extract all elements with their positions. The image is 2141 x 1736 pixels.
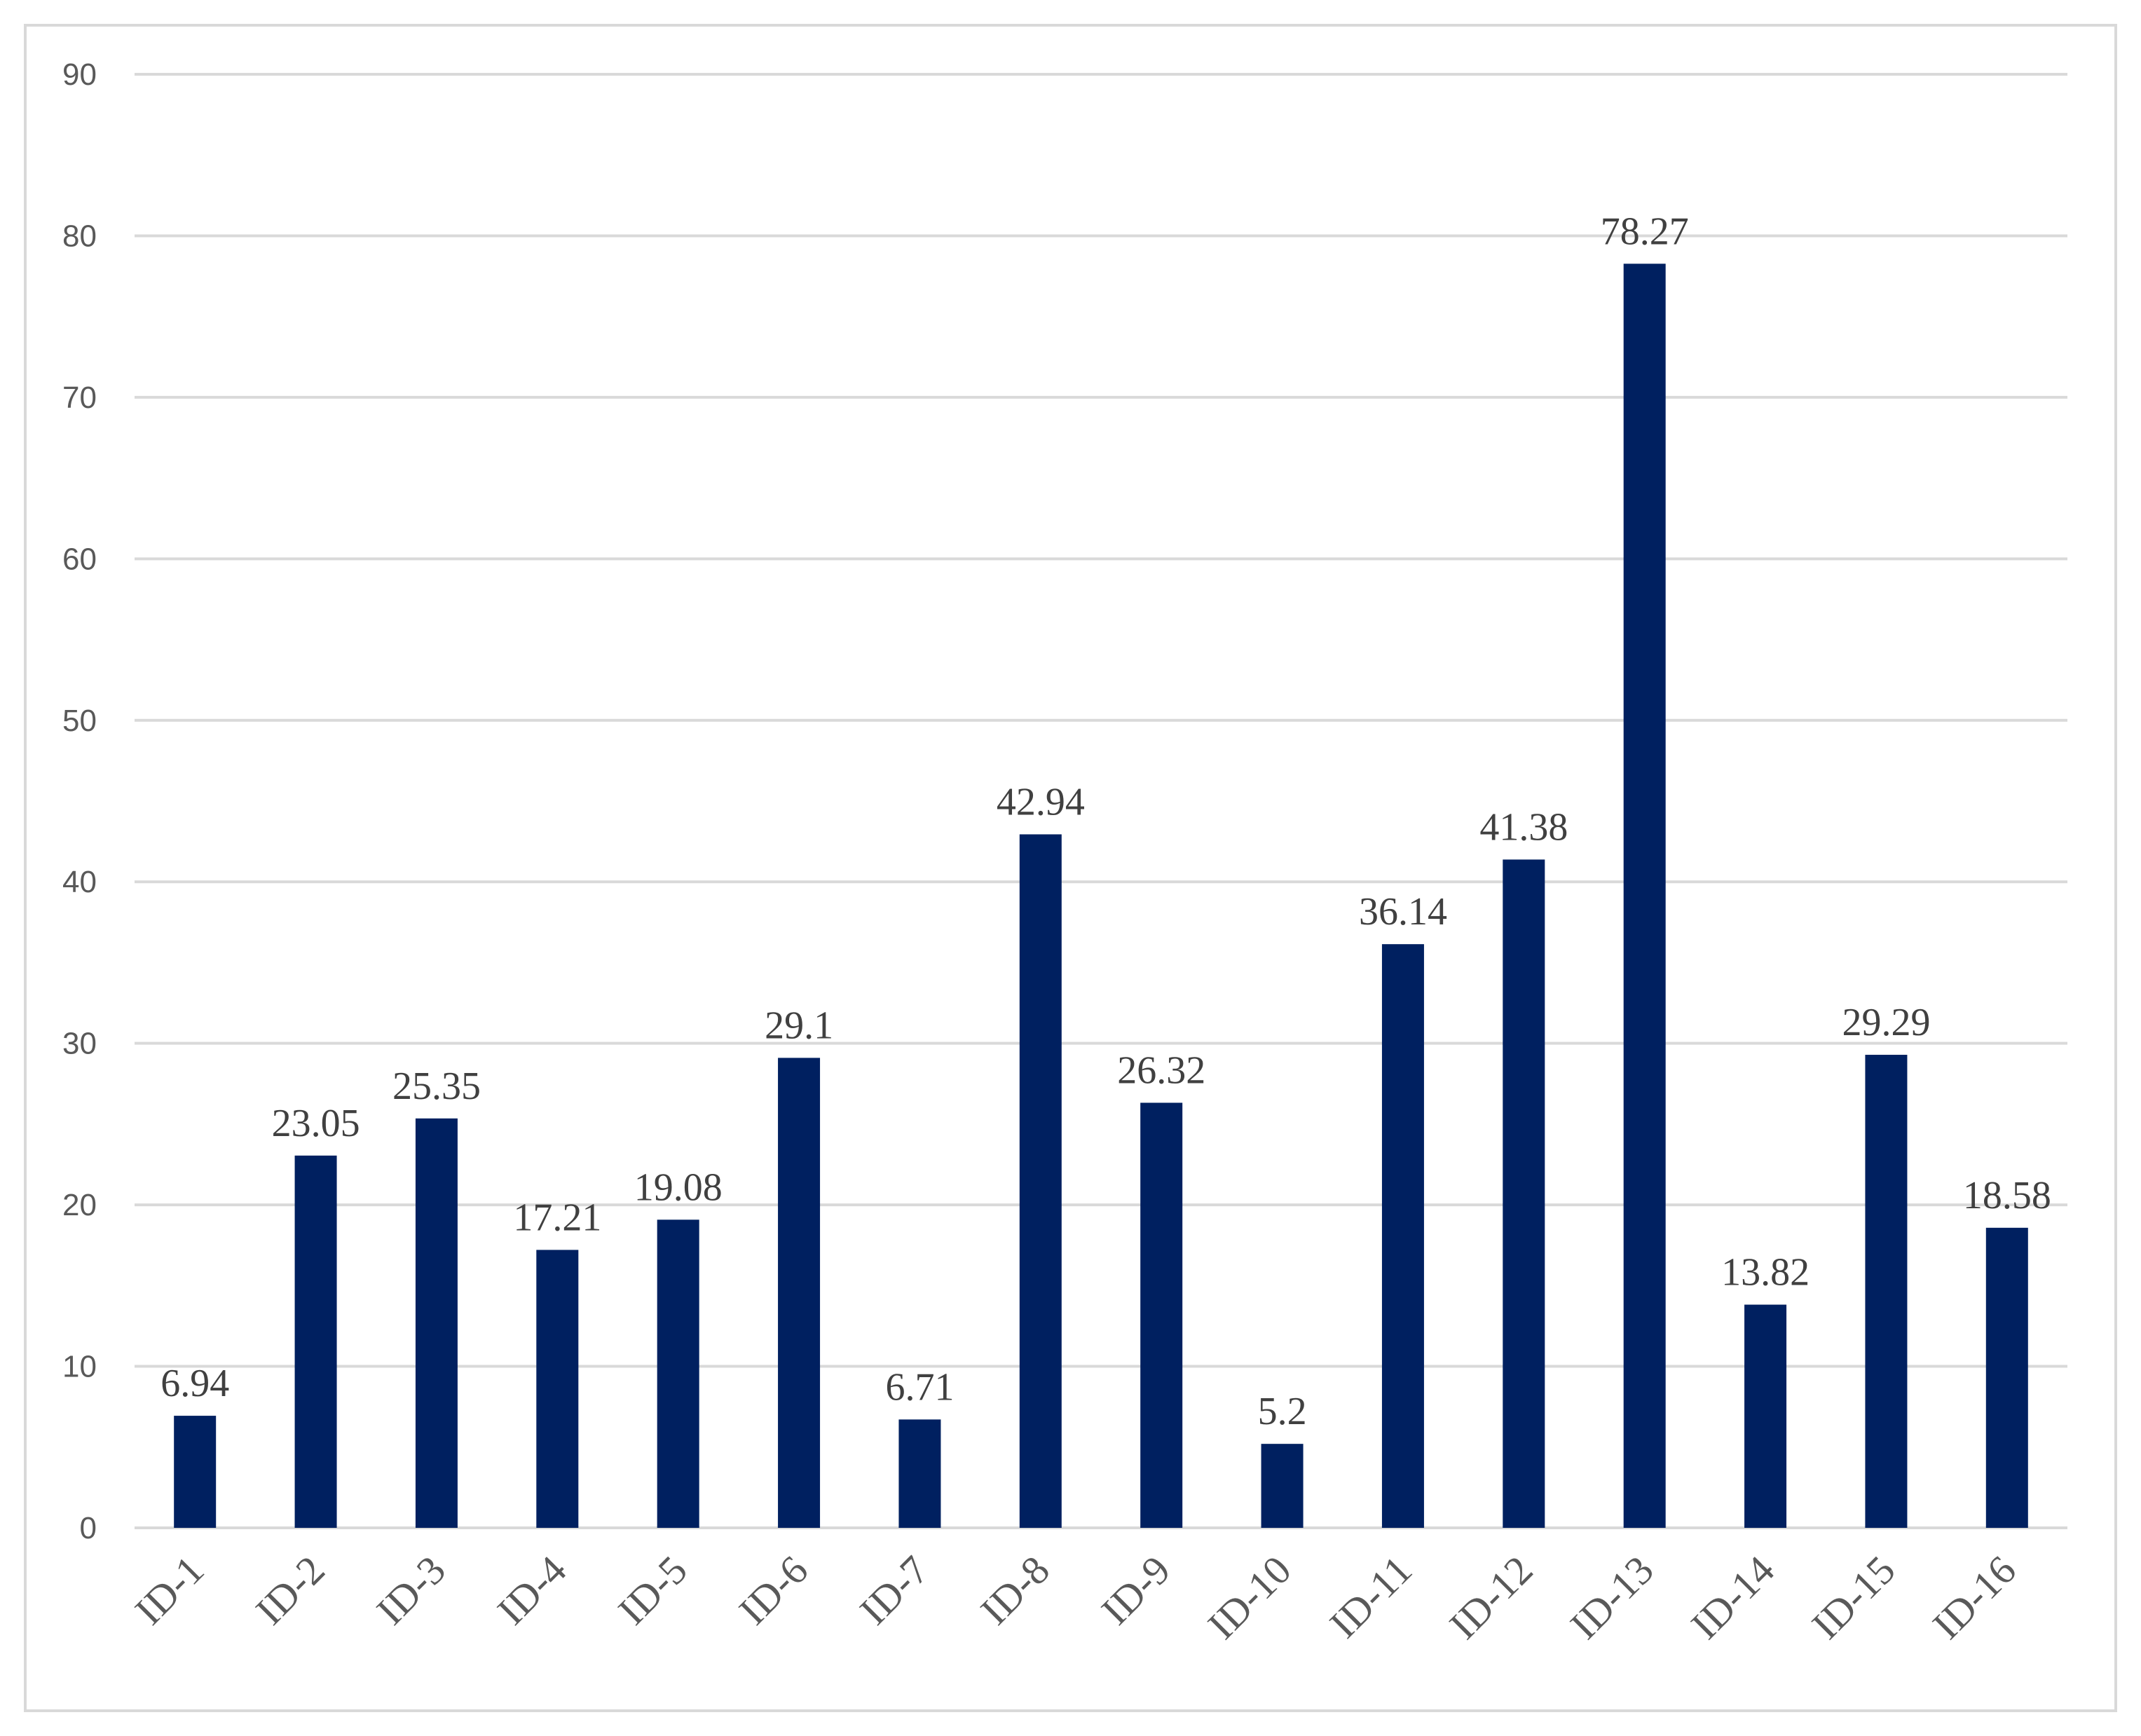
bar: [1985, 1227, 2028, 1528]
y-tick-label: 60: [62, 542, 97, 576]
data-labels: 6.94 23.05 25.35 17.21 19.08 29.1 6.71 42.94 26.…: [160, 210, 2051, 1433]
bar: [657, 1219, 699, 1528]
x-tick-label: ID-8: [972, 1547, 1058, 1633]
y-tick-label: 70: [62, 381, 97, 415]
bar: [1503, 859, 1545, 1528]
x-tick-label: ID-11: [1321, 1547, 1421, 1646]
x-tick-label: ID-14: [1682, 1547, 1783, 1648]
y-tick-label: 30: [62, 1027, 97, 1061]
x-tick-label: ID-13: [1561, 1547, 1662, 1648]
bar: [1140, 1102, 1183, 1528]
bar: [1744, 1304, 1787, 1528]
y-tick-label: 0: [80, 1511, 97, 1545]
bar: [415, 1118, 458, 1528]
data-label: 29.29: [1842, 1001, 1930, 1044]
bar: [778, 1058, 821, 1528]
bar: [294, 1155, 337, 1528]
data-label: 17.21: [513, 1196, 601, 1239]
x-tick-label: ID-2: [247, 1547, 333, 1633]
data-label: 19.08: [634, 1166, 723, 1209]
y-tick-label: 10: [62, 1350, 97, 1384]
y-tick-label: 90: [62, 57, 97, 92]
x-tick-label: ID-3: [368, 1547, 454, 1633]
bar: [1261, 1444, 1304, 1528]
data-label: 42.94: [997, 780, 1085, 823]
data-label: 6.94: [160, 1362, 229, 1405]
data-label: 36.14: [1359, 890, 1447, 934]
data-label: 18.58: [1963, 1174, 2051, 1217]
data-label: 5.2: [1258, 1390, 1307, 1433]
data-label: 6.71: [885, 1365, 954, 1409]
bar: [1865, 1055, 1908, 1528]
x-tick-label: ID-7: [851, 1547, 937, 1633]
bar: [898, 1419, 941, 1528]
x-tick-label: ID-12: [1441, 1547, 1542, 1648]
data-label: 29.1: [765, 1004, 833, 1047]
x-tick-label: ID-15: [1803, 1547, 1904, 1648]
y-tick-label: 80: [62, 219, 97, 253]
bars: [174, 264, 2028, 1529]
data-label: 78.27: [1601, 210, 1689, 253]
y-tick-label: 50: [62, 704, 97, 738]
data-label: 23.05: [272, 1102, 360, 1145]
x-tick-label: ID-4: [488, 1547, 575, 1633]
bar: [536, 1250, 579, 1528]
x-tick-label: ID-5: [609, 1547, 695, 1633]
y-tick-label: 40: [62, 865, 97, 899]
data-label: 25.35: [392, 1065, 481, 1108]
bar: [1019, 834, 1062, 1528]
y-axis-ticks: 0 10 20 30 40 50 60 70 80 90: [62, 57, 97, 1545]
x-axis-ticks: ID-1 ID-2 ID-3 ID-4 ID-5 ID-6 ID-7 ID-8 ID-9 ID-1…: [126, 1547, 2025, 1648]
bar: [1381, 944, 1424, 1528]
x-tick-label: ID-1: [126, 1547, 212, 1633]
x-tick-label: ID-9: [1093, 1547, 1179, 1633]
x-tick-label: ID-16: [1924, 1547, 2025, 1648]
bar: [1623, 264, 1666, 1529]
x-tick-label: ID-10: [1199, 1547, 1300, 1648]
data-label: 26.32: [1117, 1048, 1205, 1092]
x-tick-label: ID-6: [730, 1547, 816, 1633]
data-label: 13.82: [1721, 1251, 1810, 1294]
data-label: 41.38: [1479, 805, 1568, 849]
y-tick-label: 20: [62, 1188, 97, 1222]
bar: [174, 1416, 217, 1528]
